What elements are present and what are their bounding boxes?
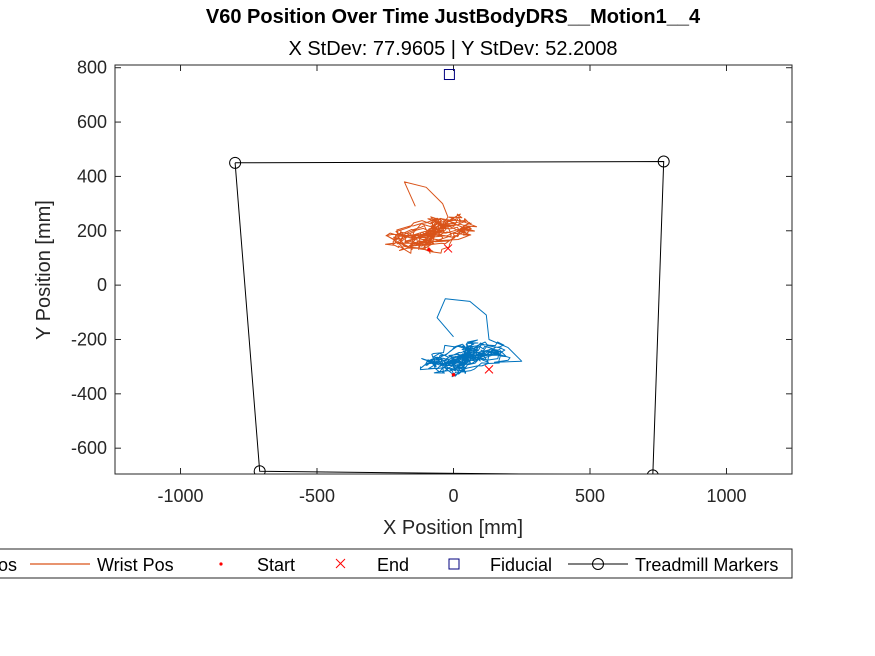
- end-point: [443, 244, 453, 253]
- x-axis: -1000 -500 0 500 1000: [157, 65, 747, 506]
- x-tick-label: -1000: [157, 486, 203, 506]
- series-layer: [385, 181, 523, 378]
- legend-item-start-label: Start: [257, 555, 295, 575]
- y-axis-label: Y Position [mm]: [33, 200, 55, 340]
- y-tick-label: -600: [71, 438, 107, 458]
- y-tick-label: 0: [97, 275, 107, 295]
- chart-title: V60 Position Over Time JustBodyDRS__Moti…: [206, 6, 701, 28]
- chart-subtitle: X StDev: 77.9605 | Y StDev: 52.2008: [288, 38, 617, 60]
- legend-end-swatch: [335, 558, 346, 569]
- legend-start-swatch: [219, 562, 223, 566]
- start-point: [427, 247, 431, 252]
- start-point: [451, 373, 456, 377]
- legend-treadmill-swatch: [568, 558, 628, 570]
- treadmill-outline: [234, 160, 665, 474]
- marker-layer: [229, 69, 670, 474]
- end-point: [484, 365, 494, 374]
- x-tick-label: -500: [299, 486, 335, 506]
- legend-item-end-label: End: [377, 555, 409, 575]
- y-axis: -600 -400 -200 0 200 400 600 800: [71, 58, 792, 458]
- legend-item-treadmill-label: Treadmill Markers: [635, 555, 778, 575]
- legend-item-wrist-label: Wrist Pos: [97, 555, 174, 575]
- legend-item-body-label: os: [0, 555, 17, 575]
- x-tick-label: 500: [575, 486, 605, 506]
- y-tick-label: 400: [77, 166, 107, 186]
- treadmill-marker: [657, 155, 670, 168]
- series-line-wrist-pos: [385, 181, 478, 254]
- x-tick-label: 1000: [706, 486, 746, 506]
- legend-box: [0, 548, 793, 579]
- legend-fiducial-swatch: [448, 558, 460, 570]
- y-tick-label: 200: [77, 221, 107, 241]
- treadmill-marker: [646, 469, 659, 474]
- legend: os Wrist Pos Start End Fiducial Treadmil…: [0, 548, 793, 579]
- y-tick-label: -400: [71, 384, 107, 404]
- treadmill-marker: [229, 156, 242, 169]
- y-tick-label: 800: [77, 58, 107, 78]
- legend-item-fiducial-label: Fiducial: [490, 555, 552, 575]
- y-tick-label: -200: [71, 329, 107, 349]
- plot-area: [114, 64, 793, 475]
- series-line-body-pos: [419, 298, 523, 378]
- x-tick-label: 0: [448, 486, 458, 506]
- x-axis-label: X Position [mm]: [383, 517, 523, 539]
- y-tick-label: 600: [77, 112, 107, 132]
- fiducial-marker: [443, 69, 455, 81]
- treadmill-marker: [253, 465, 266, 474]
